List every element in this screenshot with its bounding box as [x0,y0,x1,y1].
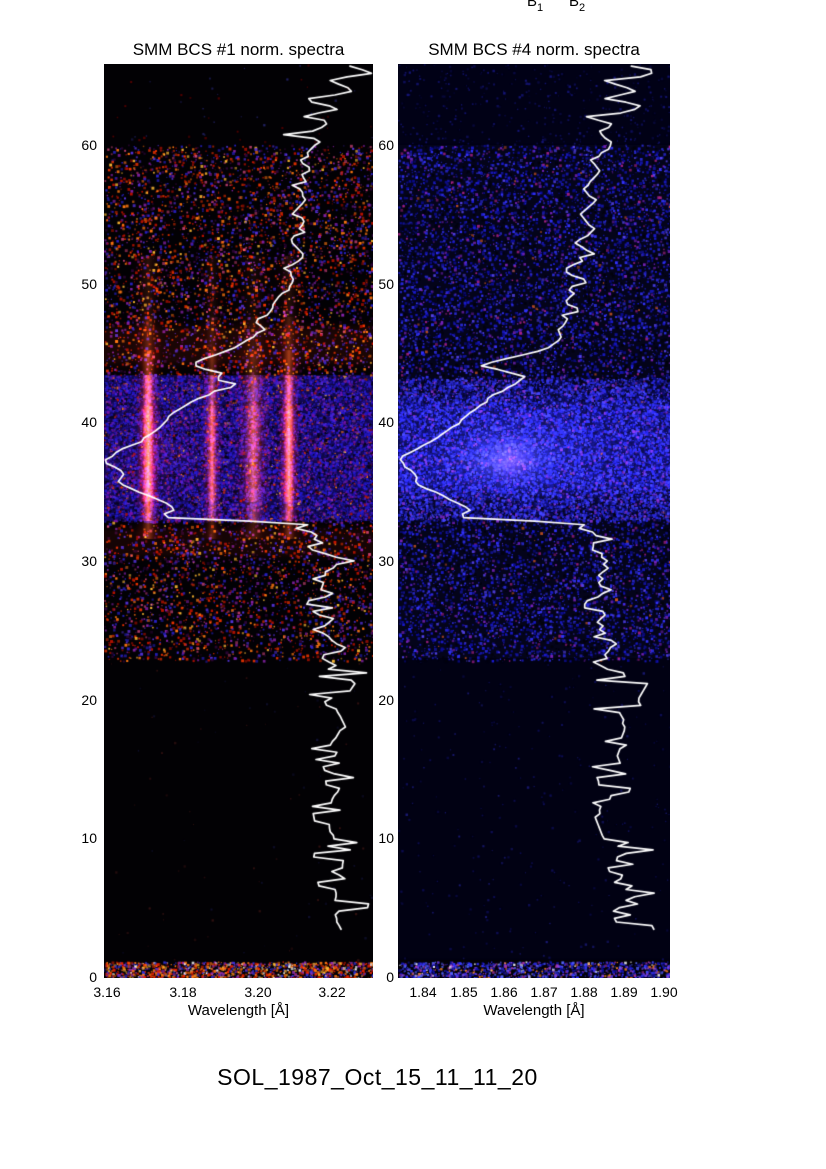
x-tick-label: 1.85 [450,984,478,1000]
line-label-b1-base: B [527,0,538,10]
x-tick-label: 1.86 [490,984,518,1000]
y-tick-label: 20 [378,692,394,708]
panel2-heatmap-canvas [398,64,670,978]
line-label-b2-sub: 2 [579,2,586,14]
y-tick-label: 20 [81,692,97,708]
panel1-heatmap-canvas [104,64,373,978]
y-tick-label: 0 [386,969,394,985]
x-tick-label: 1.87 [530,984,558,1000]
panel2-xaxis-label: Wavelength [Å] [483,1002,585,1019]
footer-label: SOL_1987_Oct_15_11_11_20 [217,1064,538,1090]
y-tick-label: 40 [81,414,97,430]
x-tick-label: 1.84 [409,984,437,1000]
y-tick-label: 10 [81,830,97,846]
line-label-b1: B1 [527,0,543,17]
panel1-xaxis-label: Wavelength [Å] [187,1002,290,1019]
x-tick-label: 1.88 [570,984,598,1000]
y-tick-label: 50 [81,276,97,292]
y-tick-label: 40 [378,414,394,430]
x-tick-label: 3.20 [244,984,272,1000]
line-label-b2-base: B [569,0,580,10]
x-tick-label: 1.90 [650,984,678,1000]
line-label-b2: B2 [569,0,585,17]
y-tick-label: 10 [378,830,394,846]
y-tick-label: 30 [81,553,97,569]
panel2-title: SMM BCS #4 norm. spectra [428,40,640,59]
line-label-b1-sub: 1 [537,2,544,14]
y-tick-label: 30 [378,553,394,569]
x-tick-label: 3.16 [93,984,121,1000]
x-tick-label: 3.18 [169,984,197,1000]
y-tick-label: 60 [378,137,394,153]
x-tick-label: 1.89 [610,984,638,1000]
panel1-title: SMM BCS #1 norm. spectra [132,40,345,59]
y-tick-label: 50 [378,276,394,292]
y-tick-label: 0 [89,969,97,985]
x-tick-label: 3.22 [318,984,346,1000]
y-tick-label: 60 [81,137,97,153]
